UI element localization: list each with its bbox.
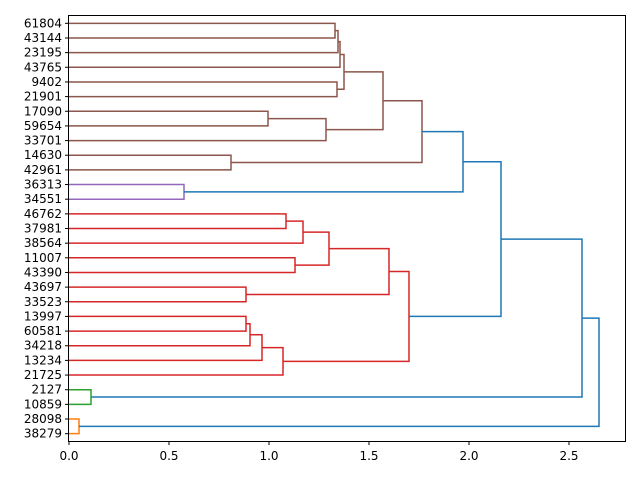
x-tick-label: 0.0 — [59, 449, 78, 463]
dendrogram-link — [246, 247, 390, 296]
leaf-label: 9402 — [31, 75, 62, 89]
leaf-label: 43765 — [24, 60, 62, 74]
leaf-label: 10859 — [24, 397, 62, 411]
dendrogram-link — [69, 117, 327, 142]
leaf-label: 38279 — [24, 427, 62, 441]
leaf-label: 13234 — [24, 353, 62, 367]
dendrogram-link — [69, 29, 339, 54]
dendrogram-link — [69, 257, 296, 274]
leaf-label: 36313 — [24, 178, 62, 192]
leaf-label: 2127 — [31, 383, 62, 397]
dendrogram-link — [69, 213, 287, 230]
dendrogram-link — [69, 346, 284, 376]
dendrogram-link — [69, 388, 92, 406]
leaf-label: 60581 — [24, 324, 62, 338]
dendrogram-link — [91, 238, 583, 398]
x-tick-label: 0.5 — [159, 449, 178, 463]
dendrogram-link — [69, 315, 247, 332]
leaf-label: 17090 — [24, 104, 62, 118]
dendrogram-link — [295, 231, 330, 266]
leaf-labels: 6180443144231954376594022190117090596543… — [24, 16, 69, 441]
x-axis-ticks: 0.0 0.5 1.0 1.5 2.0 2.5 — [59, 441, 579, 463]
leaf-label: 33523 — [24, 295, 62, 309]
dendrogram-link — [79, 317, 600, 428]
leaf-label: 46762 — [24, 207, 62, 221]
leaf-label: 59654 — [24, 119, 62, 133]
leaf-label: 21725 — [24, 368, 62, 382]
leaf-label: 37981 — [24, 222, 62, 236]
dendrogram-link — [69, 418, 80, 435]
leaf-label: 33701 — [24, 134, 62, 148]
leaf-label: 34218 — [24, 339, 62, 353]
dendrogram-link — [69, 334, 263, 362]
leaf-label: 11007 — [24, 251, 62, 265]
leaf-label: 38564 — [24, 236, 62, 250]
dendrogram-links — [69, 22, 600, 435]
dendrogram-link — [283, 270, 410, 363]
leaf-label: 14630 — [24, 148, 62, 162]
dendrogram-link — [69, 183, 185, 200]
dendrogram-link — [69, 110, 269, 127]
dendrogram-link — [69, 323, 251, 347]
dendrogram-link — [69, 220, 304, 244]
dendrogram-link — [409, 161, 502, 318]
leaf-label: 61804 — [24, 16, 62, 30]
x-tick-label: 2.5 — [559, 449, 578, 463]
x-tick-label: 2.0 — [459, 449, 478, 463]
dendrogram-link — [69, 286, 247, 303]
dendrogram-link — [69, 22, 336, 39]
leaf-label: 43390 — [24, 265, 62, 279]
leaf-label: 43697 — [24, 280, 62, 294]
leaf-label: 43144 — [24, 31, 62, 45]
leaf-label: 42961 — [24, 163, 62, 177]
dendrogram-link — [69, 81, 338, 98]
leaf-label: 34551 — [24, 192, 62, 206]
leaf-label: 13997 — [24, 309, 62, 323]
dendrogram-link — [69, 40, 341, 69]
leaf-label: 28098 — [24, 412, 62, 426]
leaf-label: 23195 — [24, 46, 62, 60]
leaf-label: 21901 — [24, 90, 62, 104]
x-tick-label: 1.5 — [359, 449, 378, 463]
x-tick-label: 1.0 — [259, 449, 278, 463]
dendrogram-link — [326, 71, 384, 131]
dendrogram-link — [69, 154, 232, 171]
